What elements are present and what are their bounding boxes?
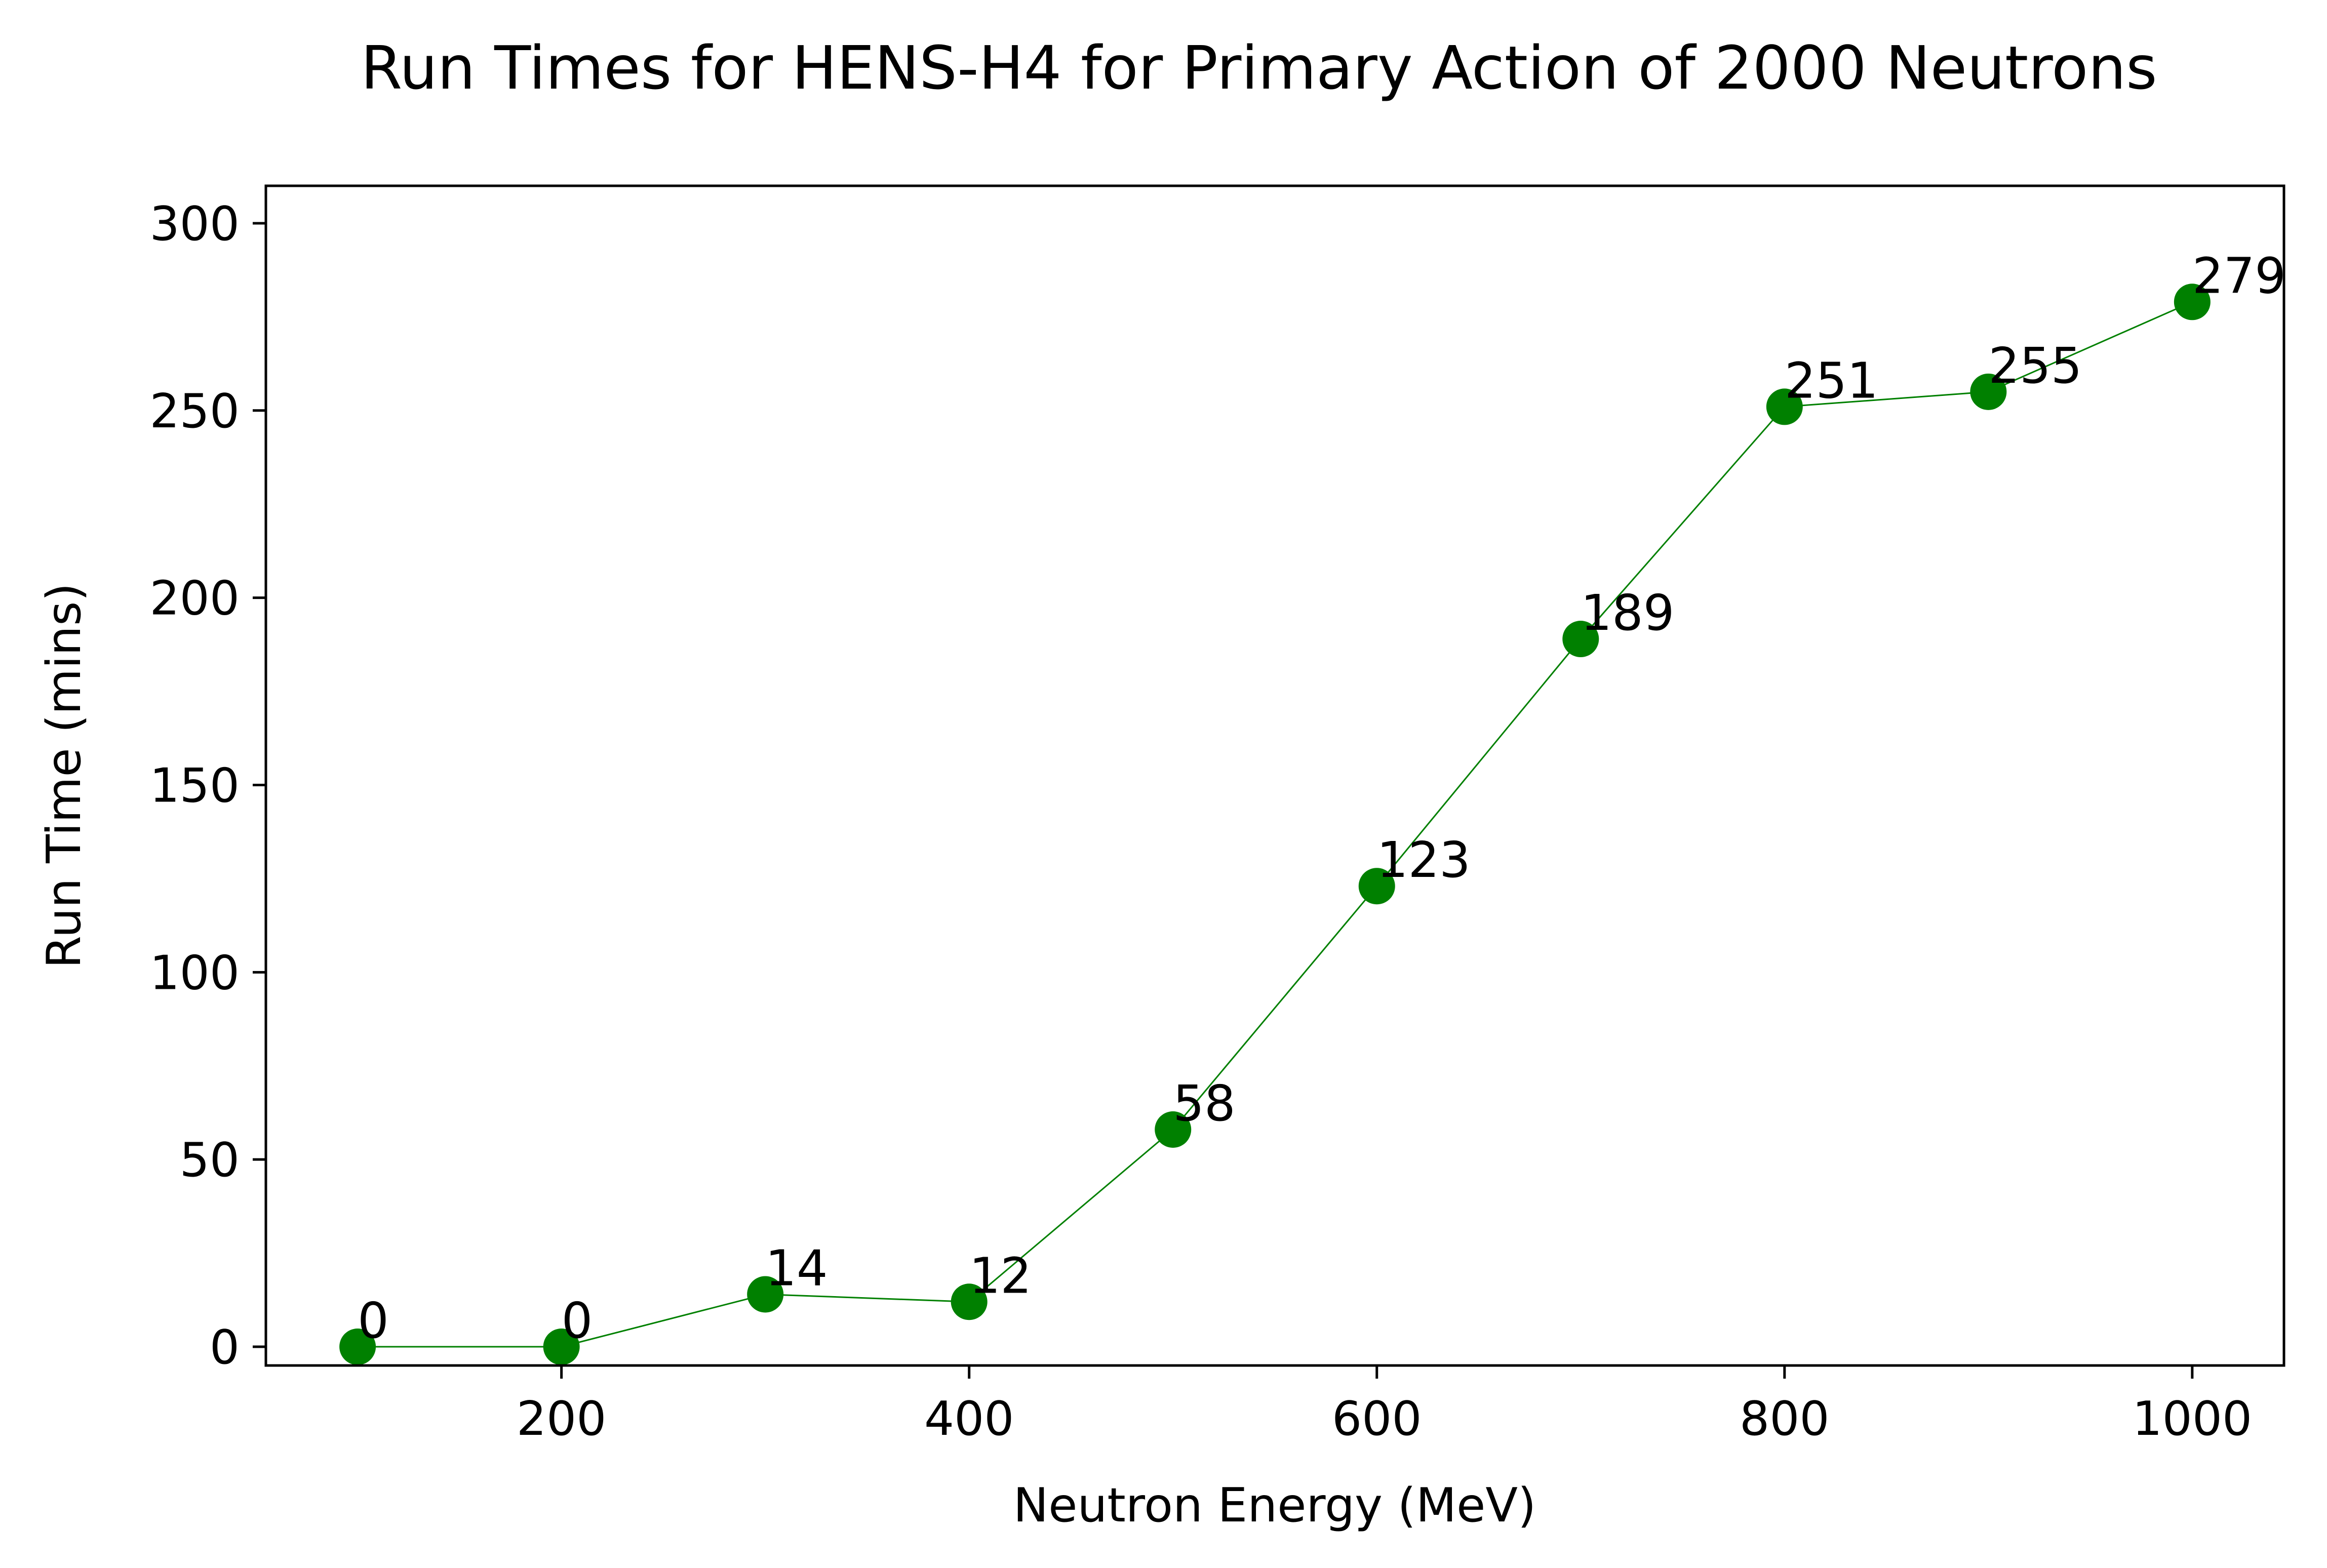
x-tick-label-800: 800 — [1740, 1391, 1830, 1446]
chart-title: Run Times for HENS-H4 for Primary Action… — [361, 33, 2157, 103]
series-line — [358, 301, 2193, 1348]
data-point-700 — [1562, 621, 1599, 658]
y-tick-label-300: 300 — [149, 196, 240, 251]
data-point-600 — [1358, 868, 1395, 905]
data-point-900 — [1970, 373, 2007, 410]
data-point-1000 — [2174, 284, 2211, 320]
data-label-1000: 279 — [2192, 247, 2286, 304]
data-point-500 — [1155, 1111, 1192, 1148]
data-label-200: 0 — [562, 1292, 593, 1349]
x-tick-label-600: 600 — [1332, 1391, 1422, 1446]
data-label-500: 58 — [1173, 1075, 1235, 1132]
data-label-700: 189 — [1581, 584, 1674, 641]
data-point-100 — [339, 1329, 376, 1365]
data-point-800 — [1766, 388, 1803, 425]
x-tick-label-200: 200 — [517, 1391, 607, 1446]
data-label-600: 123 — [1377, 831, 1471, 889]
y-axis-label: Run Time (mins) — [36, 583, 91, 968]
data-label-900: 255 — [1988, 337, 2082, 394]
data-label-800: 251 — [1785, 352, 1878, 409]
data-point-200 — [543, 1329, 580, 1365]
y-tick-label-250: 250 — [149, 384, 240, 438]
plot-frame — [264, 184, 2285, 1367]
x-tick-label-400: 400 — [924, 1391, 1014, 1446]
data-label-400: 12 — [969, 1247, 1032, 1304]
plot-area: 200 400 600 800 1000 0 50 100 150 200 250 300 0 0 14 12… — [149, 196, 2286, 1446]
y-tick-label-150: 150 — [149, 758, 240, 813]
y-tick-label-200: 200 — [149, 571, 240, 626]
x-axis-label: Neutron Energy (MeV) — [1013, 1478, 1536, 1533]
y-tick-label-100: 100 — [149, 945, 240, 1000]
data-label-100: 0 — [358, 1292, 389, 1349]
x-tick-label-1000: 1000 — [2133, 1391, 2253, 1446]
data-point-400 — [951, 1283, 988, 1320]
y-tick-label-50: 50 — [180, 1133, 240, 1187]
data-label-300: 14 — [765, 1239, 827, 1297]
y-tick-label-0: 0 — [210, 1320, 240, 1375]
data-point-300 — [747, 1276, 784, 1313]
